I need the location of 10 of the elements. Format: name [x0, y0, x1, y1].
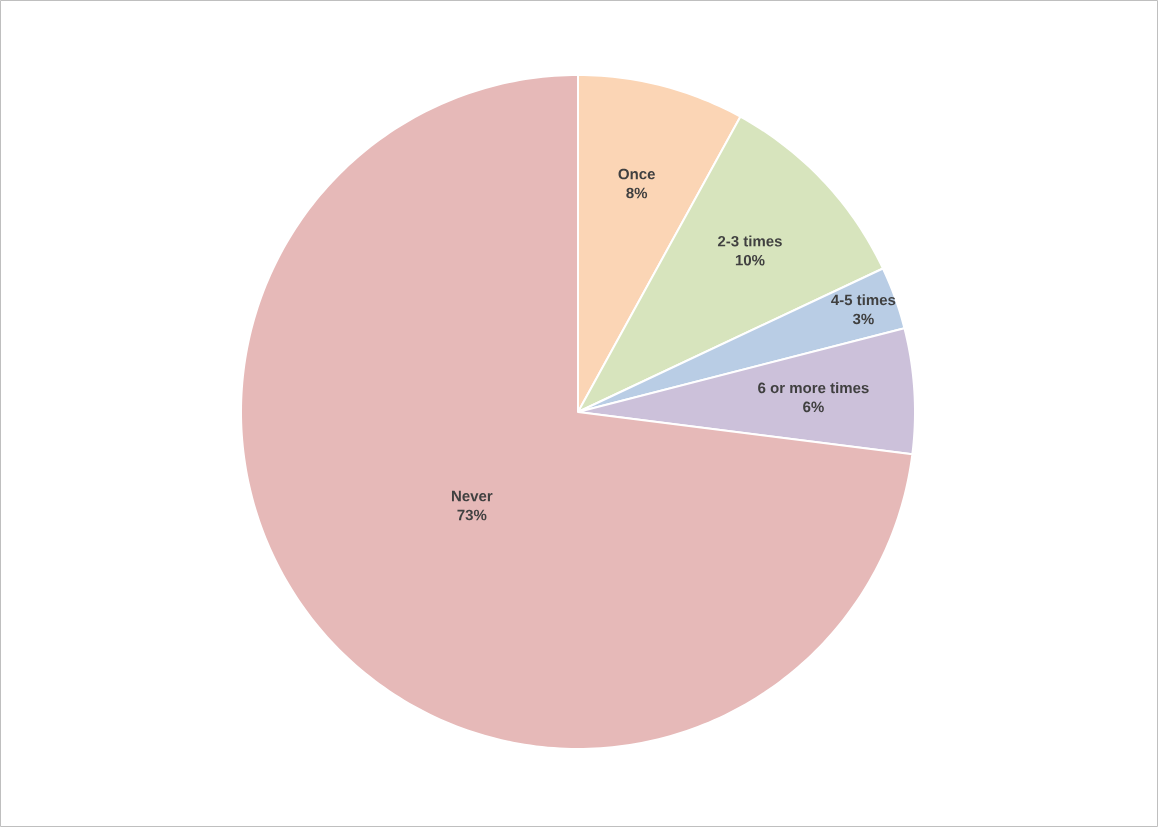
data-label: 3% [852, 313, 874, 325]
slice-label: 6 or more times [758, 382, 869, 394]
slice-label: 4-5 times [831, 294, 896, 306]
slice-label: Never [451, 490, 493, 502]
slice-label: 2-3 times [717, 235, 782, 247]
slice-label: Once [618, 168, 655, 180]
data-label: 6% [803, 401, 824, 413]
data-label: 10% [735, 254, 765, 266]
data-label: 73% [457, 509, 487, 521]
data-label: 8% [626, 187, 648, 199]
